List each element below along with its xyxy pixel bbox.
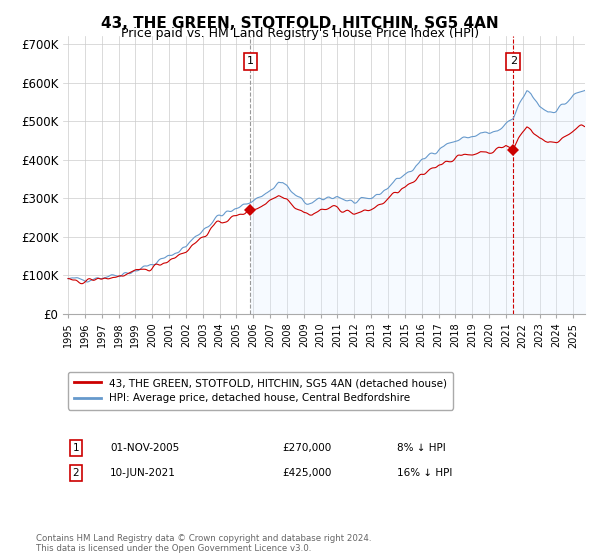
Text: 1: 1 [247, 57, 254, 66]
Text: 01-NOV-2005: 01-NOV-2005 [110, 443, 179, 453]
Text: 2: 2 [73, 468, 79, 478]
Text: 2: 2 [510, 57, 517, 66]
Text: 43, THE GREEN, STOTFOLD, HITCHIN, SG5 4AN: 43, THE GREEN, STOTFOLD, HITCHIN, SG5 4A… [101, 16, 499, 31]
Legend: 43, THE GREEN, STOTFOLD, HITCHIN, SG5 4AN (detached house), HPI: Average price, : 43, THE GREEN, STOTFOLD, HITCHIN, SG5 4A… [68, 372, 453, 409]
Text: 8% ↓ HPI: 8% ↓ HPI [397, 443, 446, 453]
Text: 10-JUN-2021: 10-JUN-2021 [110, 468, 176, 478]
Text: Price paid vs. HM Land Registry's House Price Index (HPI): Price paid vs. HM Land Registry's House … [121, 27, 479, 40]
Text: Contains HM Land Registry data © Crown copyright and database right 2024.
This d: Contains HM Land Registry data © Crown c… [36, 534, 371, 553]
Text: 16% ↓ HPI: 16% ↓ HPI [397, 468, 452, 478]
Text: £270,000: £270,000 [282, 443, 331, 453]
Text: 1: 1 [73, 443, 79, 453]
Text: £425,000: £425,000 [282, 468, 332, 478]
